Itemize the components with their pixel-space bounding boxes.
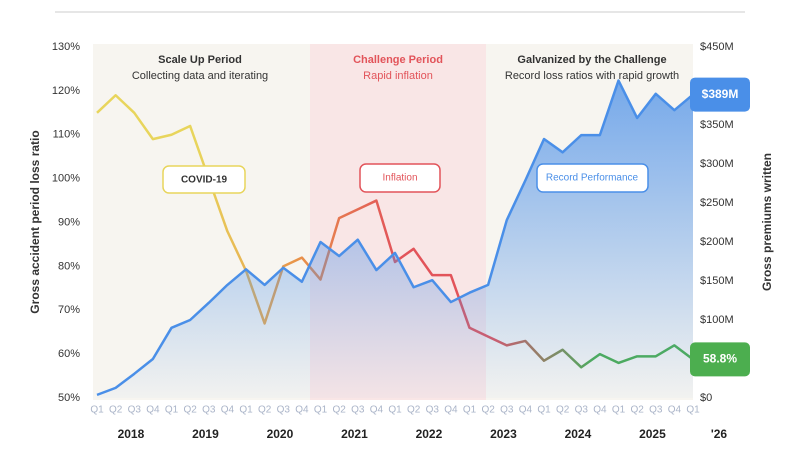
y-tick-label: 100% — [52, 173, 80, 185]
x-tick-label: Q1 — [686, 405, 700, 416]
period-subtitle: Rapid inflation — [363, 70, 433, 82]
x-tick-label: Q2 — [630, 405, 644, 416]
x-tick-label: Q1 — [612, 405, 626, 416]
x-tick-label: Q4 — [444, 405, 458, 416]
y-tick-label: 70% — [58, 304, 80, 316]
annotation: COVID-19 — [162, 165, 246, 194]
x-group-label: '26 — [711, 427, 728, 441]
x-tick-label: Q4 — [668, 405, 682, 416]
y2-tick-label: $250M — [700, 197, 734, 209]
y2-tick-label: $200M — [700, 236, 734, 248]
x-tick-label: Q1 — [165, 405, 179, 416]
x-group-label: 2023 — [490, 427, 517, 441]
x-group-label: 2024 — [565, 427, 592, 441]
period-title: Challenge Period — [353, 54, 443, 66]
x-tick-label: Q2 — [109, 405, 123, 416]
x-tick-label: Q3 — [128, 405, 142, 416]
y-axis-label: Gross accident period loss ratio — [28, 130, 42, 313]
period-subtitle: Record loss ratios with rapid growth — [505, 70, 679, 82]
y-tick-label: 60% — [58, 348, 80, 360]
annotation: Inflation — [359, 163, 441, 193]
period-title: Scale Up Period — [158, 54, 242, 66]
x-group-label: 2018 — [118, 427, 145, 441]
x-group-label: 2025 — [639, 427, 666, 441]
x-tick-label: Q4 — [221, 405, 235, 416]
x-tick-label: Q1 — [388, 405, 402, 416]
x-tick-label: Q1 — [537, 405, 551, 416]
x-tick-label: Q4 — [146, 405, 160, 416]
y-tick-label: 130% — [52, 41, 80, 53]
annotation-text: Inflation — [382, 173, 417, 184]
x-tick-label: Q3 — [426, 405, 440, 416]
x-tick-label: Q3 — [649, 405, 663, 416]
x-tick-label: Q3 — [277, 405, 291, 416]
x-tick-label: Q2 — [407, 405, 421, 416]
x-tick-label: Q2 — [556, 405, 570, 416]
value-label-box — [690, 77, 750, 112]
y2-tick-label: $300M — [700, 158, 734, 170]
x-group-label: 2022 — [416, 427, 443, 441]
annotation-text: COVID-19 — [181, 175, 228, 186]
period-subtitle: Collecting data and iterating — [132, 70, 268, 82]
x-tick-label: Q1 — [314, 405, 328, 416]
x-tick-label: Q3 — [202, 405, 216, 416]
y-tick-label: 90% — [58, 216, 80, 228]
y2-tick-label: $450M — [700, 41, 734, 53]
y2-tick-label: $100M — [700, 314, 734, 326]
x-tick-label: Q2 — [481, 405, 495, 416]
value-label: $389M — [702, 87, 739, 101]
x-tick-label: Q2 — [258, 405, 272, 416]
x-tick-label: Q2 — [332, 405, 346, 416]
x-tick-label: Q1 — [463, 405, 477, 416]
line — [96, 79, 694, 397]
x-tick-label: Q3 — [500, 405, 514, 416]
x-tick-label: Q1 — [239, 405, 253, 416]
x-group-label: 2019 — [192, 427, 219, 441]
x-tick-label: Q3 — [575, 405, 589, 416]
x-tick-label: Q4 — [519, 405, 533, 416]
y2-tick-label: $350M — [700, 119, 734, 131]
x-group-label: 2021 — [341, 427, 368, 441]
x-tick-label: Q4 — [370, 405, 384, 416]
x-tick-label: Q2 — [183, 405, 197, 416]
y-tick-label: 120% — [52, 85, 80, 97]
x-tick-label: Q1 — [90, 405, 104, 416]
y2-tick-label: $150M — [700, 275, 734, 287]
x-tick-label: Q4 — [593, 405, 607, 416]
value-label: 58.8% — [703, 352, 737, 366]
y-tick-label: 50% — [58, 392, 80, 404]
y-tick-label: 80% — [58, 260, 80, 272]
annotation-text: Record Performance — [546, 173, 639, 184]
value-label-box — [690, 342, 750, 377]
period-title: Galvanized by the Challenge — [517, 54, 666, 66]
annotation: Record Performance — [536, 163, 649, 193]
y2-tick-label: $0 — [700, 392, 712, 404]
area — [97, 80, 693, 398]
y2-axis-label: Gross premiums written — [760, 153, 774, 291]
x-tick-label: Q3 — [351, 405, 365, 416]
y-tick-label: 110% — [53, 129, 81, 141]
x-group-label: 2020 — [267, 427, 294, 441]
x-tick-label: Q4 — [295, 405, 309, 416]
